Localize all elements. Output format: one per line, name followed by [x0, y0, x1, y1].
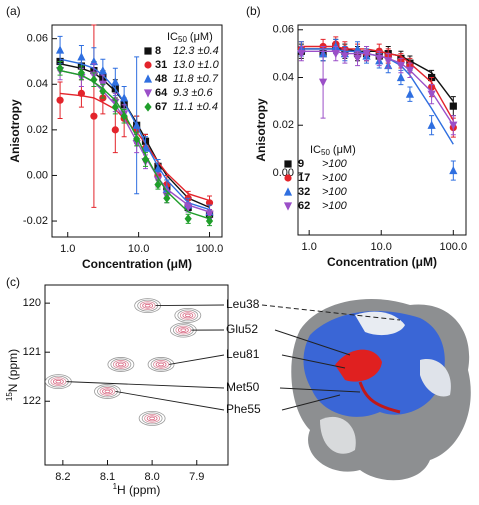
x-tick-label: 8.0: [144, 471, 159, 483]
x-tick-label: 8.2: [55, 471, 70, 483]
peak-label: Glu52: [226, 322, 258, 336]
legend-value: 9.3 ±0.6: [173, 87, 214, 99]
legend-title: IC50(μM): [167, 31, 213, 44]
legend-value: >100: [322, 172, 348, 184]
legend-name: 64: [155, 87, 168, 99]
marker: [56, 97, 63, 104]
x-tick-label: 1.0: [302, 241, 317, 253]
peak-label: Leu38: [226, 297, 260, 311]
x-axis-label: Concentration (μM): [327, 255, 437, 269]
y-tick-label: -0.02: [23, 215, 48, 227]
panel-label: (c): [6, 275, 20, 289]
legend-marker: [144, 61, 151, 68]
legend-name: 32: [298, 186, 310, 198]
panel-label: (a): [6, 4, 21, 18]
x-tick-label: 10.0: [128, 243, 149, 255]
legend-marker: [284, 160, 291, 167]
marker: [90, 113, 97, 120]
marker: [112, 126, 119, 133]
legend-value: 12.3 ±0.4: [173, 45, 219, 57]
legend-name: 9: [298, 158, 304, 170]
y-tick-label: 0.00: [27, 169, 48, 181]
legend-name: 48: [155, 73, 167, 85]
y-tick-label: 122: [23, 395, 41, 407]
legend-title-unit: (μM): [333, 144, 356, 156]
panel-label: (b): [246, 4, 261, 18]
legend-marker: [144, 47, 151, 54]
legend-value: 11.8 ±0.7: [173, 73, 219, 85]
x-tick-label: 1.0: [60, 243, 75, 255]
y-axis-label: Anisotropy: [8, 99, 22, 163]
legend-marker: [284, 174, 291, 181]
marker: [78, 90, 85, 97]
legend-title-unit: (μM): [190, 31, 213, 43]
legend-value: >100: [322, 186, 348, 198]
x-axis-label: 1H (ppm): [113, 482, 161, 497]
x-axis-label-text: H (ppm): [117, 483, 160, 497]
x-tick-label: 100.0: [440, 241, 468, 253]
legend-title-sub: 50: [178, 35, 187, 44]
peak-label: Met50: [226, 380, 260, 394]
marker: [450, 103, 457, 110]
y-axis-label-text: N (ppm): [6, 349, 20, 392]
legend-value: 13.0 ±1.0: [173, 59, 220, 71]
x-tick-label: 7.9: [189, 471, 204, 483]
y-tick-label: 0.06: [27, 33, 48, 45]
legend-title-text: IC: [167, 31, 178, 43]
peak-label: Leu81: [226, 347, 260, 361]
y-tick-label: 0.04: [27, 78, 48, 90]
x-tick-label: 10.0: [371, 241, 392, 253]
peak-leader: [156, 305, 224, 306]
y-tick-label: 0.04: [273, 71, 294, 83]
legend-value: >100: [322, 158, 348, 170]
legend-value: 11.1 ±0.4: [173, 101, 218, 113]
y-tick-label: 120: [23, 297, 41, 309]
x-tick-label: 100.0: [196, 243, 224, 255]
y-tick-label: 0.02: [27, 124, 48, 136]
y-tick-label: 0.02: [273, 119, 294, 131]
legend-name: 31: [155, 59, 167, 71]
legend-value: >100: [322, 200, 348, 212]
legend-name: 17: [298, 172, 310, 184]
y-axis-label: Anisotropy: [254, 98, 268, 162]
peak-label: Phe55: [226, 402, 261, 416]
legend-title: IC50(μM): [310, 144, 356, 157]
x-tick-label: 8.1: [100, 471, 115, 483]
y-tick-label: 121: [23, 346, 41, 358]
legend-title-sub: 50: [321, 148, 330, 157]
legend-name: 67: [155, 101, 167, 113]
legend-title-text: IC: [310, 144, 321, 156]
y-tick-label: 0.06: [273, 24, 294, 36]
legend-name: 62: [298, 200, 310, 212]
legend-name: 8: [155, 45, 161, 57]
x-axis-label: Concentration (μM): [82, 257, 192, 271]
